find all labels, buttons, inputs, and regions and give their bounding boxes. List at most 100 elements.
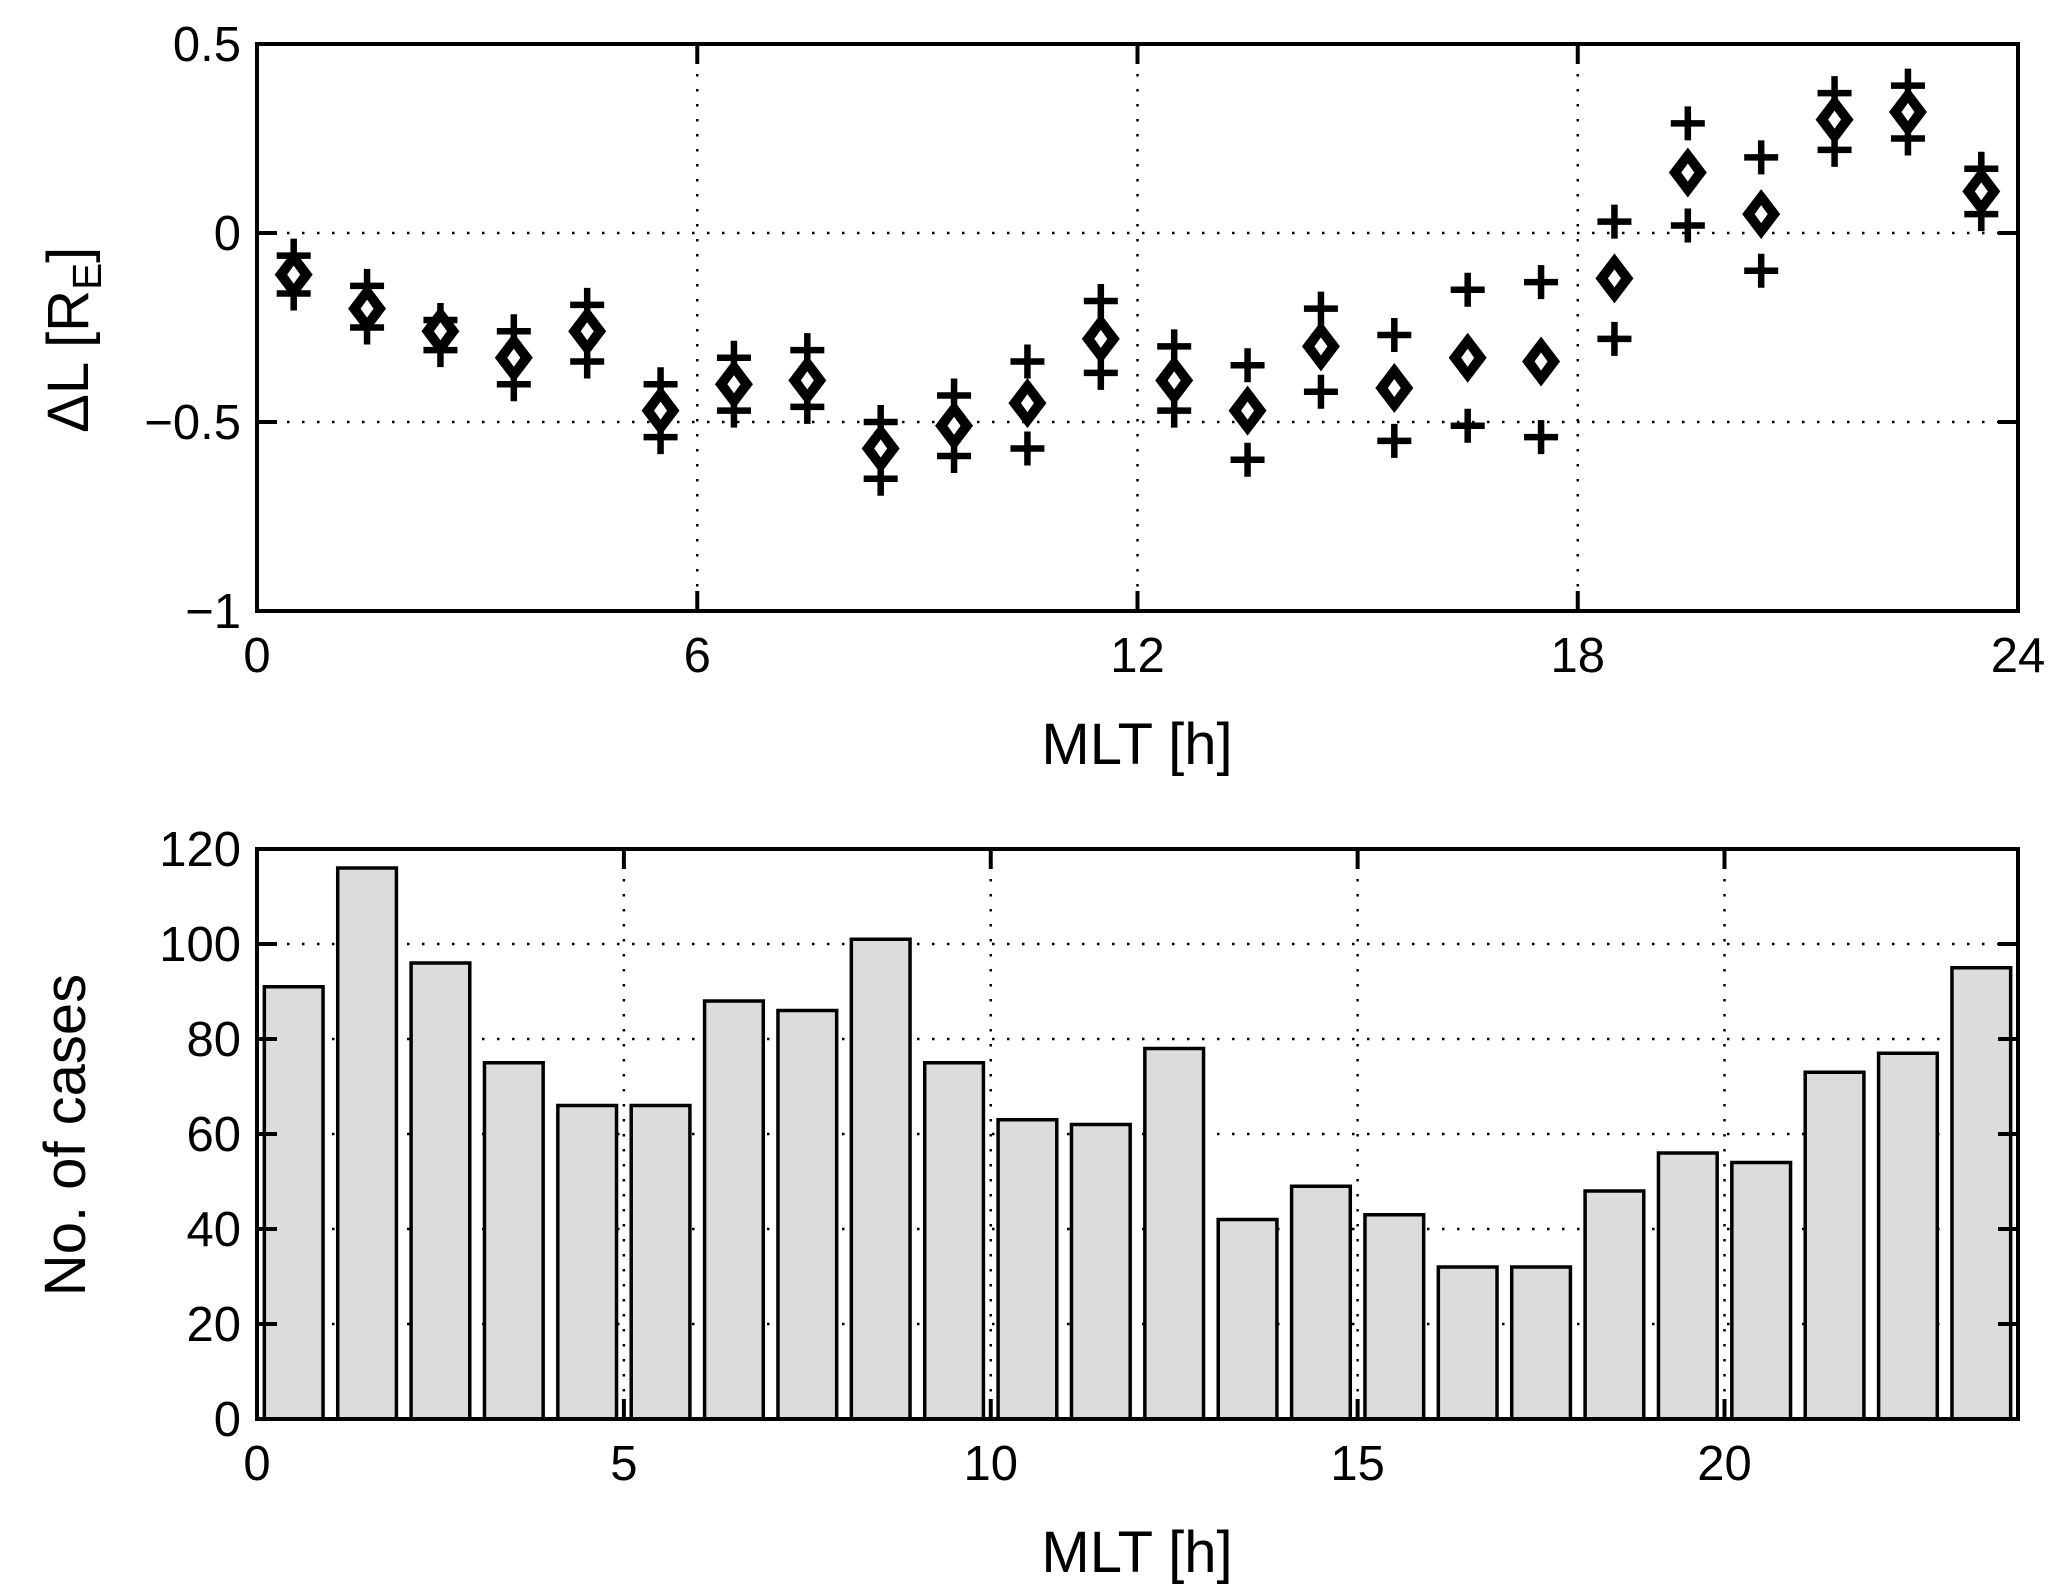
plus-marker <box>1670 208 1705 243</box>
plus-marker <box>1303 374 1338 409</box>
plus-marker <box>1083 284 1118 319</box>
diamond-inner <box>874 439 888 458</box>
diamond-inner <box>1387 378 1401 397</box>
plus-marker <box>1010 431 1045 466</box>
top-x-axis-label: MLT [h] <box>1041 712 1233 777</box>
top-y-axis-label-subscript: E <box>63 262 110 290</box>
plus-marker <box>1670 106 1705 141</box>
plus-marker <box>1230 348 1265 383</box>
diamond-marker <box>1888 87 1927 138</box>
histogram-bar <box>1876 1051 1940 1421</box>
histogram-bar <box>629 1103 692 1421</box>
histogram-bar <box>409 961 472 1421</box>
x-tick-label: 0 <box>243 1437 270 1491</box>
plus-marker <box>1744 140 1779 175</box>
diamond-inner <box>1754 205 1768 224</box>
diamond-inner <box>1534 352 1548 371</box>
plus-marker <box>1450 272 1485 307</box>
histogram-bar <box>1509 1265 1573 1421</box>
diamond-marker <box>1155 355 1194 406</box>
bottom-x-axis-label: MLT [h] <box>1041 1520 1233 1585</box>
plus-marker <box>1597 321 1632 356</box>
histogram-bar <box>996 1118 1059 1421</box>
diamond-marker <box>1522 336 1561 387</box>
diamond-inner <box>1461 348 1475 367</box>
histogram-bar <box>1436 1265 1499 1421</box>
x-tick-label: 5 <box>610 1437 637 1491</box>
diamond-marker <box>348 283 387 334</box>
y-tick-label: 40 <box>186 1203 241 1257</box>
histogram-bar <box>702 999 766 1421</box>
diamond-inner <box>1167 371 1181 390</box>
histogram-bar <box>556 1103 619 1421</box>
y-tick-label: 20 <box>186 1298 241 1352</box>
y-tick-label: −1 <box>185 585 241 639</box>
diamond-marker <box>935 400 974 451</box>
diamond-inner <box>1020 394 1034 413</box>
x-tick-label: 18 <box>1550 629 1605 683</box>
histogram-bar <box>1730 1160 1793 1421</box>
histogram-bar <box>335 866 399 1421</box>
diamond-marker <box>788 355 827 406</box>
diamond-marker <box>861 423 900 474</box>
y-tick-label: 0 <box>214 207 241 261</box>
diamond-inner <box>727 375 741 394</box>
plus-marker <box>1377 423 1412 458</box>
diamond-marker <box>1815 94 1854 145</box>
histogram-bar <box>1656 1151 1719 1421</box>
diamond-inner <box>800 371 814 390</box>
diamond-marker <box>494 332 533 383</box>
plus-marker <box>1230 442 1265 477</box>
histogram-bar <box>1363 1213 1426 1421</box>
diamond-inner <box>1901 103 1915 122</box>
top-panel: 0 6 12 18 24 0.5 0 −0.5 −1 <box>144 18 2045 683</box>
x-tick-label: 0 <box>243 629 270 683</box>
diamond-marker <box>1448 332 1487 383</box>
diamond-inner <box>1314 337 1328 356</box>
plus-marker <box>1524 420 1559 455</box>
histogram-bar <box>1583 1189 1646 1421</box>
diamond-inner <box>580 322 594 341</box>
plus-marker <box>1524 265 1559 300</box>
histogram-bar <box>849 937 912 1421</box>
diamond-marker <box>274 249 313 300</box>
bottom-y-axis-label: No. of cases <box>33 973 98 1297</box>
diamond-inner <box>1607 269 1621 288</box>
y-tick-label: 0.5 <box>173 18 241 72</box>
histogram-bar <box>1289 1184 1353 1421</box>
y-tick-label: 80 <box>186 1013 241 1067</box>
diamond-marker <box>1962 166 2001 217</box>
diamond-inner <box>360 299 374 318</box>
histogram-bar <box>1950 966 2013 1421</box>
diamond-inner <box>287 265 301 284</box>
y-tick-label: 100 <box>159 918 241 972</box>
diamond-marker <box>1595 253 1634 304</box>
diamond-inner <box>1681 163 1695 182</box>
x-tick-label: 20 <box>1697 1437 1752 1491</box>
diamond-inner <box>1094 329 1108 348</box>
diamond-marker <box>1668 147 1707 198</box>
diamond-inner <box>1828 110 1842 129</box>
histogram-bar <box>776 1008 839 1421</box>
top-y-axis-label: ΔL [RE] <box>34 90 122 590</box>
histogram-bar <box>922 1061 986 1421</box>
diamond-marker <box>1008 378 1047 429</box>
diamond-marker <box>1375 362 1414 413</box>
plus-marker <box>1303 291 1338 326</box>
diamond-marker <box>1301 321 1340 372</box>
plus-marker <box>1010 344 1045 379</box>
x-tick-label: 24 <box>1991 629 2046 683</box>
x-tick-label: 6 <box>684 629 711 683</box>
plus-marker <box>1450 408 1485 443</box>
diamond-marker <box>714 359 753 410</box>
y-tick-label: 60 <box>186 1108 241 1162</box>
histogram-bar <box>1069 1122 1132 1421</box>
diamond-marker <box>568 306 607 357</box>
diamond-inner <box>947 416 961 435</box>
y-tick-label: 0 <box>214 1393 241 1447</box>
diamond-marker <box>1228 385 1267 436</box>
diamond-inner <box>433 322 447 341</box>
histogram-bar <box>1143 1046 1206 1421</box>
